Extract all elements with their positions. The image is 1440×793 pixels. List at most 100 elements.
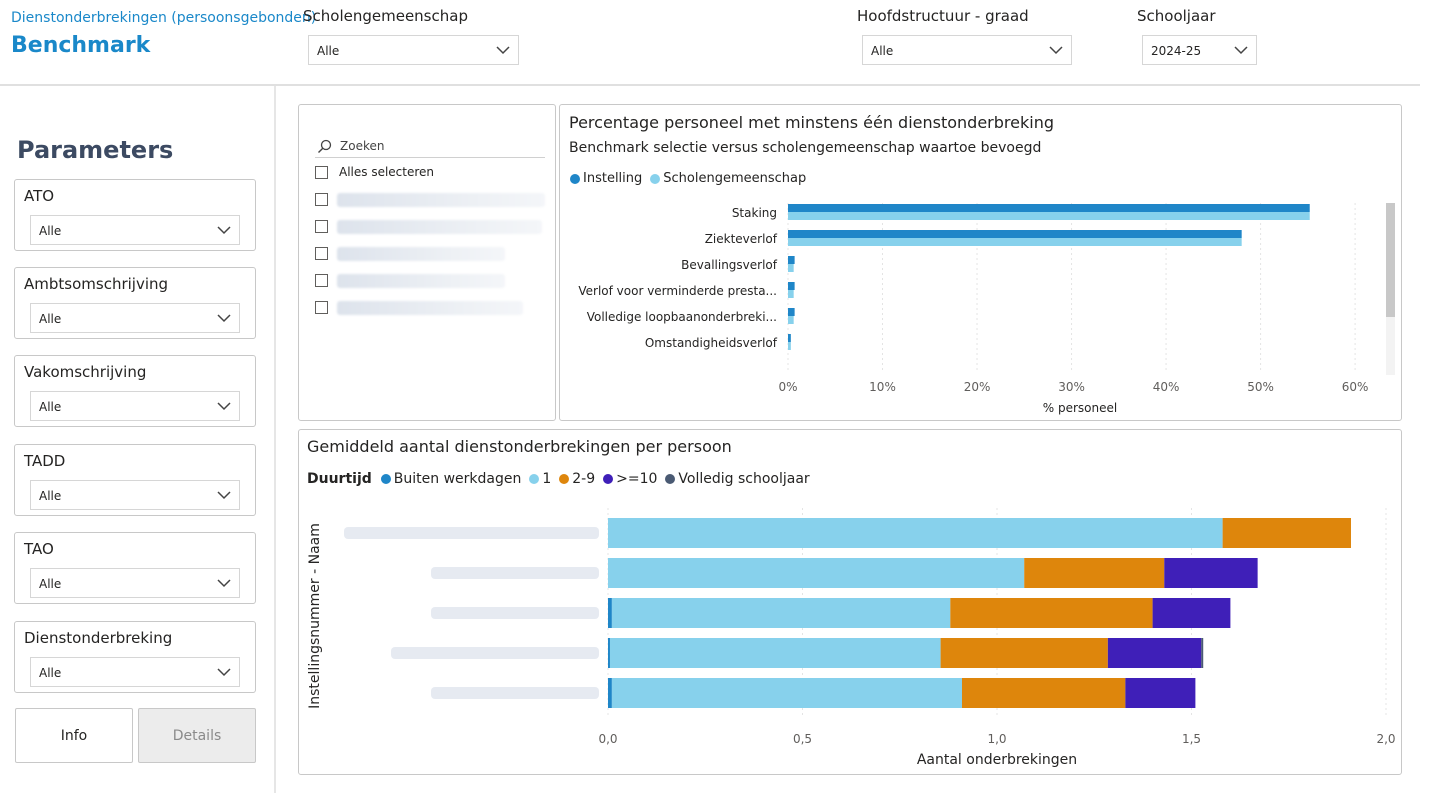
dropdown-value: Alle [39,666,62,680]
search-placeholder: Zoeken [340,139,385,153]
bar-instelling [788,334,791,342]
category-label: Ziekteverlof [705,232,778,246]
slicer-item[interactable] [315,217,545,237]
param-card-ato: ATO Alle [14,179,256,251]
bar-segment-1 [611,678,962,708]
redacted-category-label [431,567,599,579]
filter-hoofdstructuur-label: Hoofdstructuur - graad [857,7,1029,25]
chart2-legend: Duurtijd Buiten werkdagen 1 2-9 >=10 Vol… [307,471,810,487]
x-tick-label: 30% [1058,380,1085,394]
param-ato-dropdown[interactable]: Alle [30,215,240,245]
param-label: Ambtsomschrijving [24,275,169,293]
param-tao-dropdown[interactable]: Alle [30,568,240,598]
chevron-down-icon [217,668,231,677]
param-card-ambtsomschrijving: Ambtsomschrijving Alle [14,267,256,339]
param-card-vakomschrijving: Vakomschrijving Alle [14,355,256,427]
dropdown-value: 2024-25 [1151,44,1202,58]
legend-label: Instelling [583,171,643,186]
category-label: Staking [732,206,777,220]
slicer-search[interactable]: Zoeken [315,137,545,158]
x-tick-label: 10% [869,380,896,394]
bar-scholengemeenschap [788,290,794,298]
chevron-down-icon [217,491,231,500]
slicer-item[interactable] [315,190,545,210]
x-tick-label: 0% [778,380,797,394]
bar-instelling [788,204,1310,212]
redacted-category-label [344,527,599,539]
slicer-item[interactable] [315,298,545,318]
y-axis-title: Instellingsnummer - Naam [307,523,323,709]
bar-instelling [788,282,795,290]
checkbox[interactable] [315,166,328,179]
slicer-item[interactable] [315,244,545,264]
bar-segment-buiten-werkdagen [608,638,610,668]
param-card-dienstonderbreking: Dienstonderbreking Alle [14,621,256,693]
legend-dot [650,173,661,184]
bar-scholengemeenschap [788,238,1242,246]
checkbox[interactable] [315,193,328,206]
checkbox[interactable] [315,247,328,260]
dropdown-value: Alle [39,577,62,591]
filter-schooljaar-label: Schooljaar [1137,7,1216,25]
param-vakomschrijving-dropdown[interactable]: Alle [30,391,240,421]
details-button[interactable]: Details [138,708,256,763]
param-card-tadd: TADD Alle [14,444,256,516]
legend-label: Scholengemeenschap [663,171,807,186]
legend-label: 2-9 [572,471,596,487]
select-all-label: Alles selecteren [339,165,435,179]
info-button[interactable]: Info [15,708,133,763]
page-header: Dienstonderbrekingen (persoonsgebonden) … [0,0,1440,86]
legend-label: Volledig schooljaar [678,471,810,487]
slicer-select-all[interactable]: Alles selecteren [315,163,545,183]
legend-dot [570,173,580,184]
chevron-down-icon [217,226,231,235]
bar-segment-2-9 [1222,518,1351,548]
filter-schooljaar-dropdown[interactable]: 2024-25 [1142,35,1257,65]
filter-scholengemeenschap-dropdown[interactable]: Alle [308,35,519,65]
bar-segment-volledig-schooljaar [1201,638,1204,668]
legend-dot [559,474,570,484]
x-tick-label: 40% [1153,380,1180,394]
param-dienstonderbreking-dropdown[interactable]: Alle [30,657,240,687]
filter-hoofdstructuur-dropdown[interactable]: Alle [862,35,1072,65]
checkbox[interactable] [315,301,328,314]
bar-segment-2-9 [950,598,1153,628]
legend-label: Buiten werkdagen [393,471,522,487]
param-ambtsomschrijving-dropdown[interactable]: Alle [30,303,240,333]
sidebar-divider [274,86,276,793]
chart2-title: Gemiddeld aantal dienstonderbrekingen pe… [307,437,732,456]
scrollbar-thumb[interactable] [1386,203,1395,317]
param-tadd-dropdown[interactable]: Alle [30,480,240,510]
legend-label: >=10 [616,471,658,487]
bar-scholengemeenschap [788,316,794,324]
dropdown-value: Alle [871,44,894,58]
category-label: Bevallingsverlof [681,258,778,272]
legend-dot [665,474,676,484]
chart1-title: Percentage personeel met minstens één di… [569,113,1054,132]
x-tick-label: 60% [1342,380,1369,394]
bar-segment-2-9 [961,678,1126,708]
param-label: Vakomschrijving [24,363,147,381]
scrollbar-track[interactable] [1386,203,1395,375]
x-axis-title: % personeel [1043,401,1117,415]
bar-segment-buiten-werkdagen [608,678,612,708]
legend-dot [380,474,391,484]
legend-dot [529,474,540,484]
param-label: Dienstonderbreking [24,629,173,647]
slicer-item[interactable] [315,271,545,291]
x-tick-label: 1,5 [1182,732,1201,746]
category-label: Volledige loopbaanonderbreki... [587,310,777,324]
page-title: Benchmark [11,33,151,58]
parameters-title: Parameters [17,136,174,164]
redacted-label [337,220,542,234]
checkbox[interactable] [315,220,328,233]
legend-dot [603,474,614,484]
category-label: Verlof voor verminderde presta... [578,284,777,298]
bar-segment-10-plus [1164,558,1258,588]
bar-segment-1 [611,598,951,628]
redacted-label [337,301,523,315]
redacted-label [337,274,505,288]
checkbox[interactable] [315,274,328,287]
search-icon [318,139,332,153]
bar-segment-2-9 [940,638,1108,668]
